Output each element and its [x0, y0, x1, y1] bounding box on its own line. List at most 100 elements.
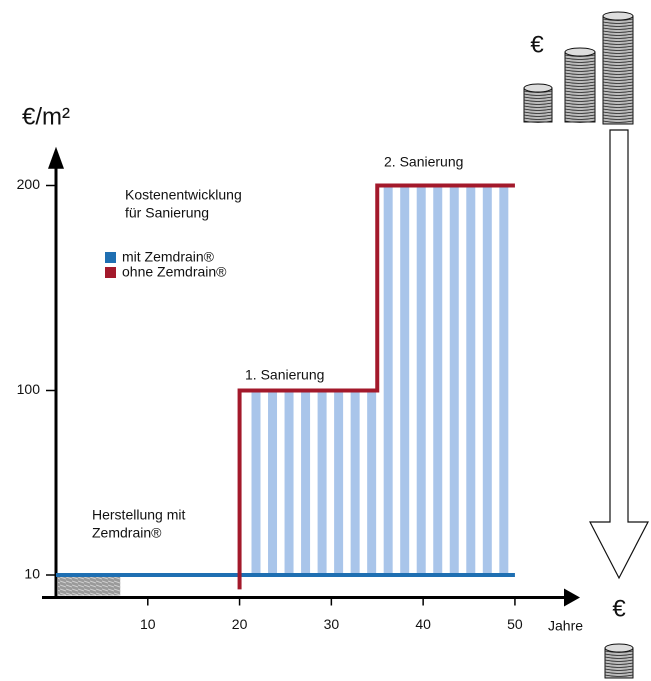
- coin-edge: [602, 51, 634, 54]
- coin-edge: [523, 93, 553, 96]
- coin-edge: [602, 87, 634, 90]
- coin-edge: [564, 63, 596, 66]
- cost-stripe: [433, 185, 443, 575]
- coin-edge: [564, 111, 596, 114]
- annotation: Zemdrain®: [92, 525, 162, 541]
- coin-edge: [602, 75, 634, 78]
- coin-edge: [564, 75, 596, 78]
- annotation: 1. Sanierung: [245, 367, 324, 383]
- cost-stripe: [301, 390, 311, 575]
- cost-stripe: [251, 390, 261, 575]
- y-axis-label: €/m²: [22, 103, 70, 130]
- coin-edge: [604, 659, 634, 662]
- currency-label: €: [612, 595, 626, 622]
- coin-edge: [564, 72, 596, 75]
- coin-edge: [602, 102, 634, 105]
- cost-stripe: [416, 185, 426, 575]
- coin-edge: [564, 120, 596, 123]
- coin-edge: [523, 114, 553, 117]
- coin-edge: [602, 72, 634, 75]
- coin-edge: [564, 66, 596, 69]
- x-tick-label: 30: [324, 616, 340, 632]
- x-tick-label: 50: [507, 616, 523, 632]
- coin-edge: [602, 21, 634, 24]
- coin-edge: [564, 78, 596, 81]
- coin-edge: [602, 105, 634, 108]
- coin-edge: [602, 27, 634, 30]
- coin-edge: [602, 90, 634, 93]
- cost-stripe: [334, 390, 344, 575]
- coin-top: [602, 11, 634, 21]
- cost-stripe: [449, 185, 459, 575]
- coin-edge: [604, 665, 634, 668]
- x-axis-arrow: [564, 588, 580, 607]
- legend-label: mit Zemdrain®: [122, 249, 215, 265]
- coin-edge: [523, 117, 553, 120]
- cost-stripe: [350, 390, 360, 575]
- coin-edge: [602, 33, 634, 36]
- cost-stripe: [383, 185, 393, 575]
- cost-stripe: [400, 185, 410, 575]
- coin-edge: [602, 60, 634, 63]
- coin-edge: [564, 105, 596, 108]
- coin-edge: [604, 653, 634, 656]
- coin-edge: [602, 54, 634, 57]
- coin-edge: [564, 81, 596, 84]
- coin-edge: [523, 108, 553, 111]
- coin-edge: [602, 36, 634, 39]
- coin-edge: [602, 57, 634, 60]
- coin-edge: [602, 99, 634, 102]
- legend-swatch: [105, 267, 116, 278]
- coin-edge: [604, 671, 634, 674]
- coin-edge: [602, 108, 634, 111]
- x-axis-label: Jahre: [548, 618, 583, 634]
- coin-edge: [523, 99, 553, 102]
- coin-stacks: [523, 11, 634, 679]
- coin-edge: [564, 114, 596, 117]
- coin-edge: [602, 24, 634, 27]
- coin-edge: [564, 90, 596, 93]
- cost-stripe: [466, 185, 476, 575]
- chart-title: Kostenentwicklung: [125, 187, 242, 203]
- coin-edge: [564, 96, 596, 99]
- cost-stripe: [284, 390, 294, 575]
- coin-edge: [604, 662, 634, 665]
- coin-edge: [604, 656, 634, 659]
- cost-stripe: [317, 390, 327, 575]
- cost-stripe: [499, 185, 509, 575]
- coin-edge: [602, 96, 634, 99]
- coin-edge: [602, 69, 634, 72]
- coin-edge: [602, 48, 634, 51]
- coin-edge: [523, 120, 553, 123]
- coin-edge: [602, 84, 634, 87]
- coin-edge: [602, 63, 634, 66]
- y-axis-arrow: [48, 146, 64, 169]
- annotation: Herstellung mit: [92, 507, 185, 523]
- x-tick-label: 20: [232, 616, 248, 632]
- coin-top: [564, 47, 596, 57]
- coin-edge: [564, 69, 596, 72]
- cost-stripe: [268, 390, 278, 575]
- y-tick-label: 200: [17, 176, 41, 192]
- coin-edge: [564, 102, 596, 105]
- coin-edge: [564, 60, 596, 63]
- x-tick-label: 10: [140, 616, 156, 632]
- y-tick-label: 10: [24, 566, 40, 582]
- coin-edge: [523, 111, 553, 114]
- coin-edge: [564, 87, 596, 90]
- coin-edge: [602, 120, 634, 123]
- coin-top: [523, 83, 553, 93]
- coin-edge: [604, 674, 634, 677]
- coin-edge: [602, 66, 634, 69]
- coin-edge: [602, 30, 634, 33]
- coin-edge: [602, 111, 634, 114]
- coin-edge: [523, 102, 553, 105]
- coin-top: [604, 643, 634, 653]
- coin-edge: [602, 45, 634, 48]
- coin-edge: [602, 114, 634, 117]
- legend-label: ohne Zemdrain®: [122, 264, 227, 280]
- production-area: [58, 575, 121, 596]
- chart-title: für Sanierung: [125, 205, 209, 221]
- currency-label: €: [530, 31, 544, 58]
